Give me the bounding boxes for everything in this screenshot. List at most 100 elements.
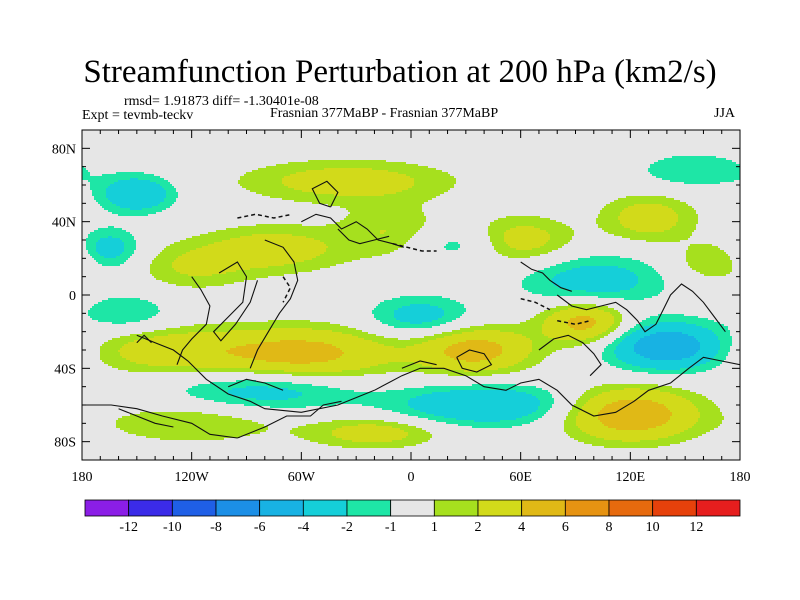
field-cell bbox=[604, 424, 662, 426]
field-cell bbox=[378, 342, 422, 344]
field-cell bbox=[638, 278, 662, 280]
field-cell bbox=[292, 428, 336, 430]
field-cell bbox=[98, 240, 122, 242]
field-cell bbox=[662, 204, 688, 206]
field-cell bbox=[236, 346, 336, 348]
field-cell bbox=[332, 344, 384, 346]
field-cell bbox=[598, 418, 670, 420]
field-cell bbox=[606, 330, 614, 332]
field-cell bbox=[112, 202, 160, 204]
field-cell bbox=[596, 218, 618, 220]
field-cell bbox=[102, 344, 124, 346]
field-cell bbox=[380, 320, 400, 322]
field-cell bbox=[112, 212, 156, 214]
field-cell bbox=[394, 312, 444, 314]
field-cell bbox=[280, 340, 306, 342]
field-cell bbox=[204, 398, 256, 400]
field-cell bbox=[572, 408, 582, 410]
field-cell bbox=[188, 274, 212, 276]
field-cell bbox=[192, 366, 370, 368]
field-cell bbox=[92, 194, 106, 196]
field-cell bbox=[598, 416, 670, 418]
colorbar-swatch bbox=[652, 499, 697, 517]
field-cell bbox=[702, 326, 728, 328]
field-cell bbox=[352, 334, 376, 336]
field-cell bbox=[114, 182, 156, 184]
field-cell bbox=[630, 270, 656, 272]
field-cell bbox=[100, 254, 120, 256]
field-cell bbox=[712, 330, 730, 332]
field-cell bbox=[616, 356, 644, 358]
coastline bbox=[520, 261, 572, 292]
field-cell bbox=[116, 426, 268, 428]
field-cell bbox=[116, 204, 158, 206]
field-cell bbox=[88, 250, 96, 252]
field-cell bbox=[664, 158, 726, 160]
field-layer bbox=[82, 130, 740, 460]
field-cell bbox=[452, 334, 522, 336]
field-cell bbox=[404, 430, 426, 432]
field-cell bbox=[394, 310, 444, 312]
field-cell bbox=[94, 230, 126, 232]
field-cell bbox=[624, 208, 672, 210]
y-tick-label: 80S bbox=[54, 436, 76, 451]
field-cell bbox=[682, 332, 714, 334]
field-cell bbox=[342, 446, 404, 448]
field-cell bbox=[686, 322, 720, 324]
field-cell bbox=[620, 214, 678, 216]
field-cell bbox=[620, 336, 626, 338]
x-tick-label: 120W bbox=[175, 470, 210, 485]
field-cell bbox=[692, 426, 718, 428]
field-cell bbox=[246, 344, 332, 346]
field-cell bbox=[460, 328, 542, 330]
field-cell bbox=[208, 244, 326, 246]
field-cell bbox=[400, 296, 442, 298]
field-cell bbox=[518, 362, 540, 364]
field-cell bbox=[696, 338, 718, 340]
field-cell bbox=[312, 258, 360, 260]
field-cell bbox=[466, 340, 488, 342]
field-cell bbox=[234, 354, 342, 356]
field-cell bbox=[376, 424, 408, 426]
field-cell bbox=[340, 348, 446, 350]
field-cell bbox=[480, 370, 520, 372]
field-cell bbox=[714, 332, 730, 334]
field-cell bbox=[108, 340, 134, 342]
field-cell bbox=[424, 336, 444, 338]
field-cell bbox=[502, 350, 532, 352]
field-cell bbox=[444, 336, 526, 338]
field-cell bbox=[456, 418, 516, 420]
field-cell bbox=[444, 416, 522, 418]
field-cell bbox=[550, 236, 572, 238]
field-cell bbox=[718, 338, 732, 340]
field-cell bbox=[152, 262, 172, 264]
field-cell bbox=[530, 318, 546, 320]
field-cell bbox=[706, 362, 722, 364]
colorbar-swatch bbox=[564, 499, 610, 517]
field-cell bbox=[532, 248, 558, 250]
coastline bbox=[538, 334, 602, 377]
field-cell bbox=[88, 236, 108, 238]
field-cell bbox=[244, 404, 336, 406]
field-cell bbox=[146, 436, 240, 438]
field-cell bbox=[500, 354, 528, 356]
field-cell bbox=[326, 250, 394, 252]
field-cell bbox=[332, 432, 408, 434]
field-cell bbox=[290, 362, 310, 364]
field-cell bbox=[284, 184, 414, 186]
field-cell bbox=[388, 170, 442, 172]
field-cell bbox=[282, 180, 414, 182]
field-cell bbox=[528, 354, 550, 356]
field-cell bbox=[442, 308, 466, 310]
field-cell bbox=[304, 438, 342, 440]
field-cell bbox=[388, 324, 440, 326]
field-cell bbox=[678, 214, 698, 216]
field-cell bbox=[602, 228, 630, 230]
field-cell bbox=[532, 348, 562, 350]
coastline bbox=[456, 349, 493, 373]
field-cell bbox=[96, 242, 124, 244]
y-tick-label: 80N bbox=[52, 142, 76, 157]
field-cell bbox=[604, 438, 658, 440]
field-cell bbox=[670, 228, 696, 230]
